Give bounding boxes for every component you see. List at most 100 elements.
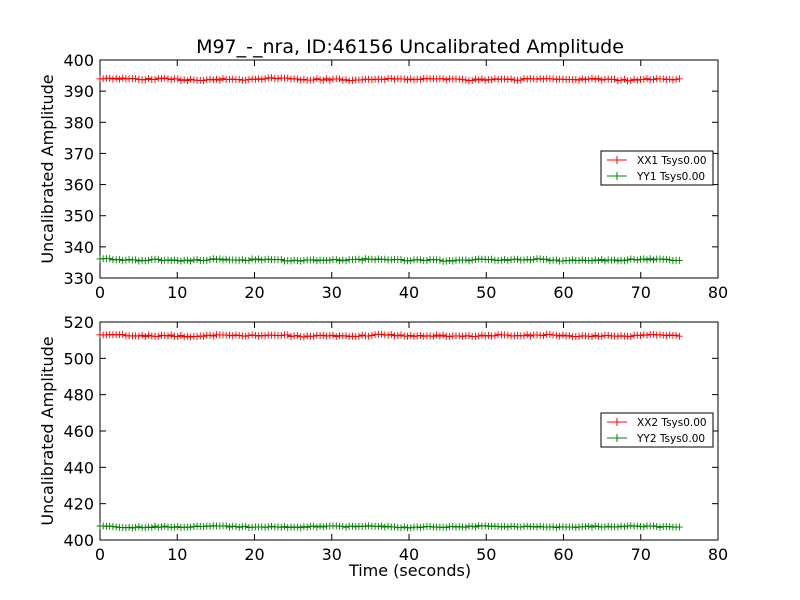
data-point [141,524,149,532]
legend: XX2 Tsys0.00 YY2 Tsys0.00 [600,412,714,448]
data-point [371,256,379,264]
data-point [559,331,567,339]
data-point [491,332,499,340]
data-point [552,524,560,532]
data-point [213,75,220,83]
data-point [591,331,599,339]
data-point [352,523,360,531]
data-point [556,332,564,340]
data-point [242,76,250,84]
data-point [588,523,596,531]
data-point [177,332,185,339]
data-point [559,257,567,265]
data-point [491,75,499,83]
data-point [274,75,282,83]
data-point [313,523,321,531]
data-point [514,255,521,263]
data-point [209,76,217,84]
data-point [501,255,509,263]
data-point [601,523,609,531]
data-point [284,74,292,82]
legend-label: YY1 Tsys0.00 [636,171,705,183]
data-point [523,75,531,83]
data-point [151,76,159,84]
data-point [313,75,321,83]
data-point [624,256,632,264]
data-point [374,523,382,531]
legend-marker [613,434,621,442]
series-xx1 [96,74,683,85]
data-point [158,75,165,83]
data-point [533,523,541,531]
data-point [361,255,369,263]
data-point [319,523,327,531]
data-point [148,524,156,531]
data-point [187,333,195,341]
data-point [261,332,269,340]
data-point [277,256,285,263]
data-point [614,77,622,85]
data-point [193,333,201,340]
data-point [468,256,476,264]
data-point [135,257,143,265]
y-tick-label: 400 [63,531,94,550]
data-point [206,522,214,530]
data-point [614,523,622,531]
data-point [242,522,250,530]
data-point [232,331,240,339]
data-point [598,332,606,340]
data-point [672,75,680,83]
data-point [135,332,143,340]
data-point [614,332,622,340]
data-point [459,332,466,340]
data-point [591,75,599,83]
data-point [125,256,133,263]
y-tick-label: 420 [63,495,94,514]
x-tick-label: 30 [322,283,342,302]
data-point [200,77,208,85]
data-point [517,76,525,84]
data-point [342,76,350,84]
data-point [439,331,447,339]
data-point [138,331,146,339]
data-point [675,332,683,340]
data-point [459,75,466,83]
data-point [472,523,479,531]
data-point [462,76,470,84]
data-point [598,255,606,263]
data-point [675,75,683,83]
data-point [546,257,554,265]
data-point [481,76,489,84]
data-point [106,74,114,82]
data-point [407,331,415,339]
data-point [297,76,305,84]
data-point [595,257,602,264]
data-point [170,256,178,264]
data-point [378,522,386,530]
data-point [643,331,651,339]
data-point [591,522,599,530]
data-point [617,522,625,530]
y-tick-label: 500 [63,349,94,368]
data-point [109,75,117,83]
data-point [300,333,308,341]
data-point [416,76,424,83]
data-point [145,75,153,82]
data-point [468,77,476,85]
data-point [209,332,217,340]
data-point [174,523,182,531]
data-point [106,522,114,530]
data-point [310,256,318,264]
data-point [578,256,586,264]
data-point [229,332,237,340]
data-point [287,333,295,341]
data-point [242,332,250,340]
data-point [167,257,175,264]
data-point [614,257,622,265]
data-point [420,332,428,340]
data-point [141,76,149,84]
data-point [154,332,162,340]
data-point [504,76,512,83]
data-point [358,76,366,84]
